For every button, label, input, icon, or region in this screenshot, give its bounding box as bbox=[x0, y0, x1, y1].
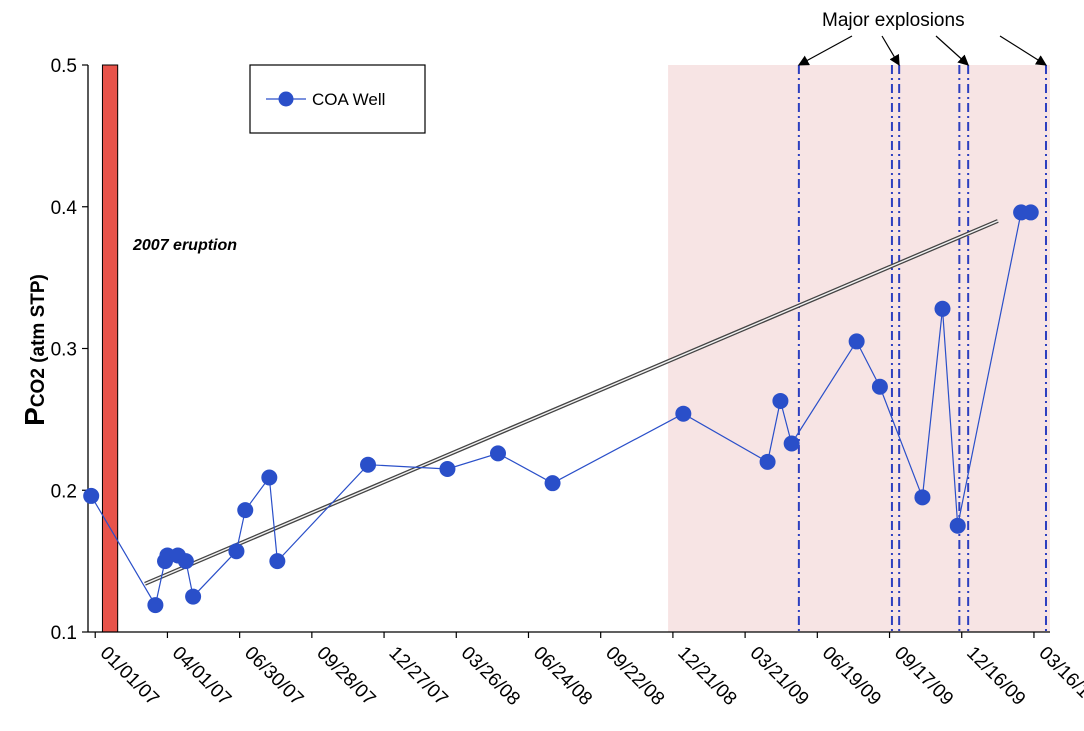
explosions-label: Major explosions bbox=[822, 10, 965, 31]
data-point bbox=[269, 553, 286, 570]
y-tick-label: 0.3 bbox=[51, 340, 77, 361]
data-point bbox=[934, 300, 951, 317]
x-tick-label: 06/19/09 bbox=[818, 643, 885, 710]
y-axis-title-main: P bbox=[19, 407, 50, 426]
explosion-arrow bbox=[797, 35, 853, 66]
data-point bbox=[228, 543, 245, 560]
legend-label: COA Well bbox=[312, 90, 385, 109]
x-tick-label: 06/24/08 bbox=[529, 643, 596, 710]
data-point bbox=[949, 517, 966, 534]
data-point bbox=[871, 378, 888, 395]
x-ticks: 01/01/07 04/01/07 06/30/07 09/28/07 12/27/07… bbox=[94, 632, 1084, 710]
data-point bbox=[544, 475, 561, 492]
x-tick-label: 03/26/08 bbox=[457, 643, 524, 710]
data-point bbox=[759, 453, 776, 470]
data-point bbox=[147, 597, 164, 614]
data-point bbox=[185, 588, 202, 605]
x-tick-label: 12/21/08 bbox=[673, 643, 740, 710]
x-tick-label: 04/01/07 bbox=[168, 643, 235, 710]
x-tick-label: 12/16/09 bbox=[962, 643, 1029, 710]
background-layer bbox=[101, 64, 1050, 633]
x-tick-label: 09/22/08 bbox=[601, 643, 668, 710]
y-axis-title-sub: CO2 bbox=[28, 368, 49, 407]
explosion-arrow bbox=[935, 35, 969, 66]
x-tick-label: 03/21/09 bbox=[746, 643, 813, 710]
eruption-label: 2007 eruption bbox=[132, 237, 237, 254]
explosion-arrow bbox=[999, 35, 1047, 66]
series-layer bbox=[83, 204, 1039, 614]
data-point bbox=[848, 333, 865, 350]
trendline-layer bbox=[144, 219, 999, 586]
data-point bbox=[914, 489, 931, 506]
x-tick-label: 06/30/07 bbox=[240, 643, 307, 710]
data-point bbox=[360, 456, 377, 473]
y-tick-label: 0.4 bbox=[51, 198, 78, 219]
y-tick-label: 0.2 bbox=[51, 481, 77, 502]
y-tick-label: 0.5 bbox=[51, 56, 77, 77]
eruption-bar bbox=[101, 64, 119, 633]
data-point bbox=[489, 445, 506, 462]
data-point bbox=[783, 435, 800, 452]
data-point bbox=[439, 460, 456, 477]
x-tick-label: 09/28/07 bbox=[312, 643, 379, 710]
x-tick-label: 09/17/09 bbox=[890, 643, 957, 710]
data-point bbox=[675, 405, 692, 422]
legend: COA Well bbox=[249, 64, 426, 134]
data-point bbox=[83, 487, 100, 504]
x-tick-label: 01/01/07 bbox=[96, 643, 163, 710]
y-axis-title-rest: (atm STP) bbox=[28, 274, 49, 368]
data-point bbox=[772, 392, 789, 409]
data-point bbox=[177, 553, 194, 570]
y-ticks: 0.1 0.2 0.3 0.4 0.5 bbox=[51, 56, 88, 644]
data-point bbox=[237, 502, 254, 519]
y-axis-title: PCO2 (atm STP) bbox=[19, 274, 50, 426]
data-point bbox=[261, 469, 278, 486]
legend-marker bbox=[278, 91, 294, 107]
x-tick-label: 03/16/10 bbox=[1034, 643, 1084, 710]
explosion-arrow bbox=[881, 35, 900, 66]
explosion-arrows bbox=[797, 35, 1047, 66]
data-point bbox=[1022, 204, 1039, 221]
y-tick-label: 0.1 bbox=[51, 623, 77, 644]
x-tick-label: 12/27/07 bbox=[385, 643, 452, 710]
trendline-inner bbox=[144, 220, 999, 585]
